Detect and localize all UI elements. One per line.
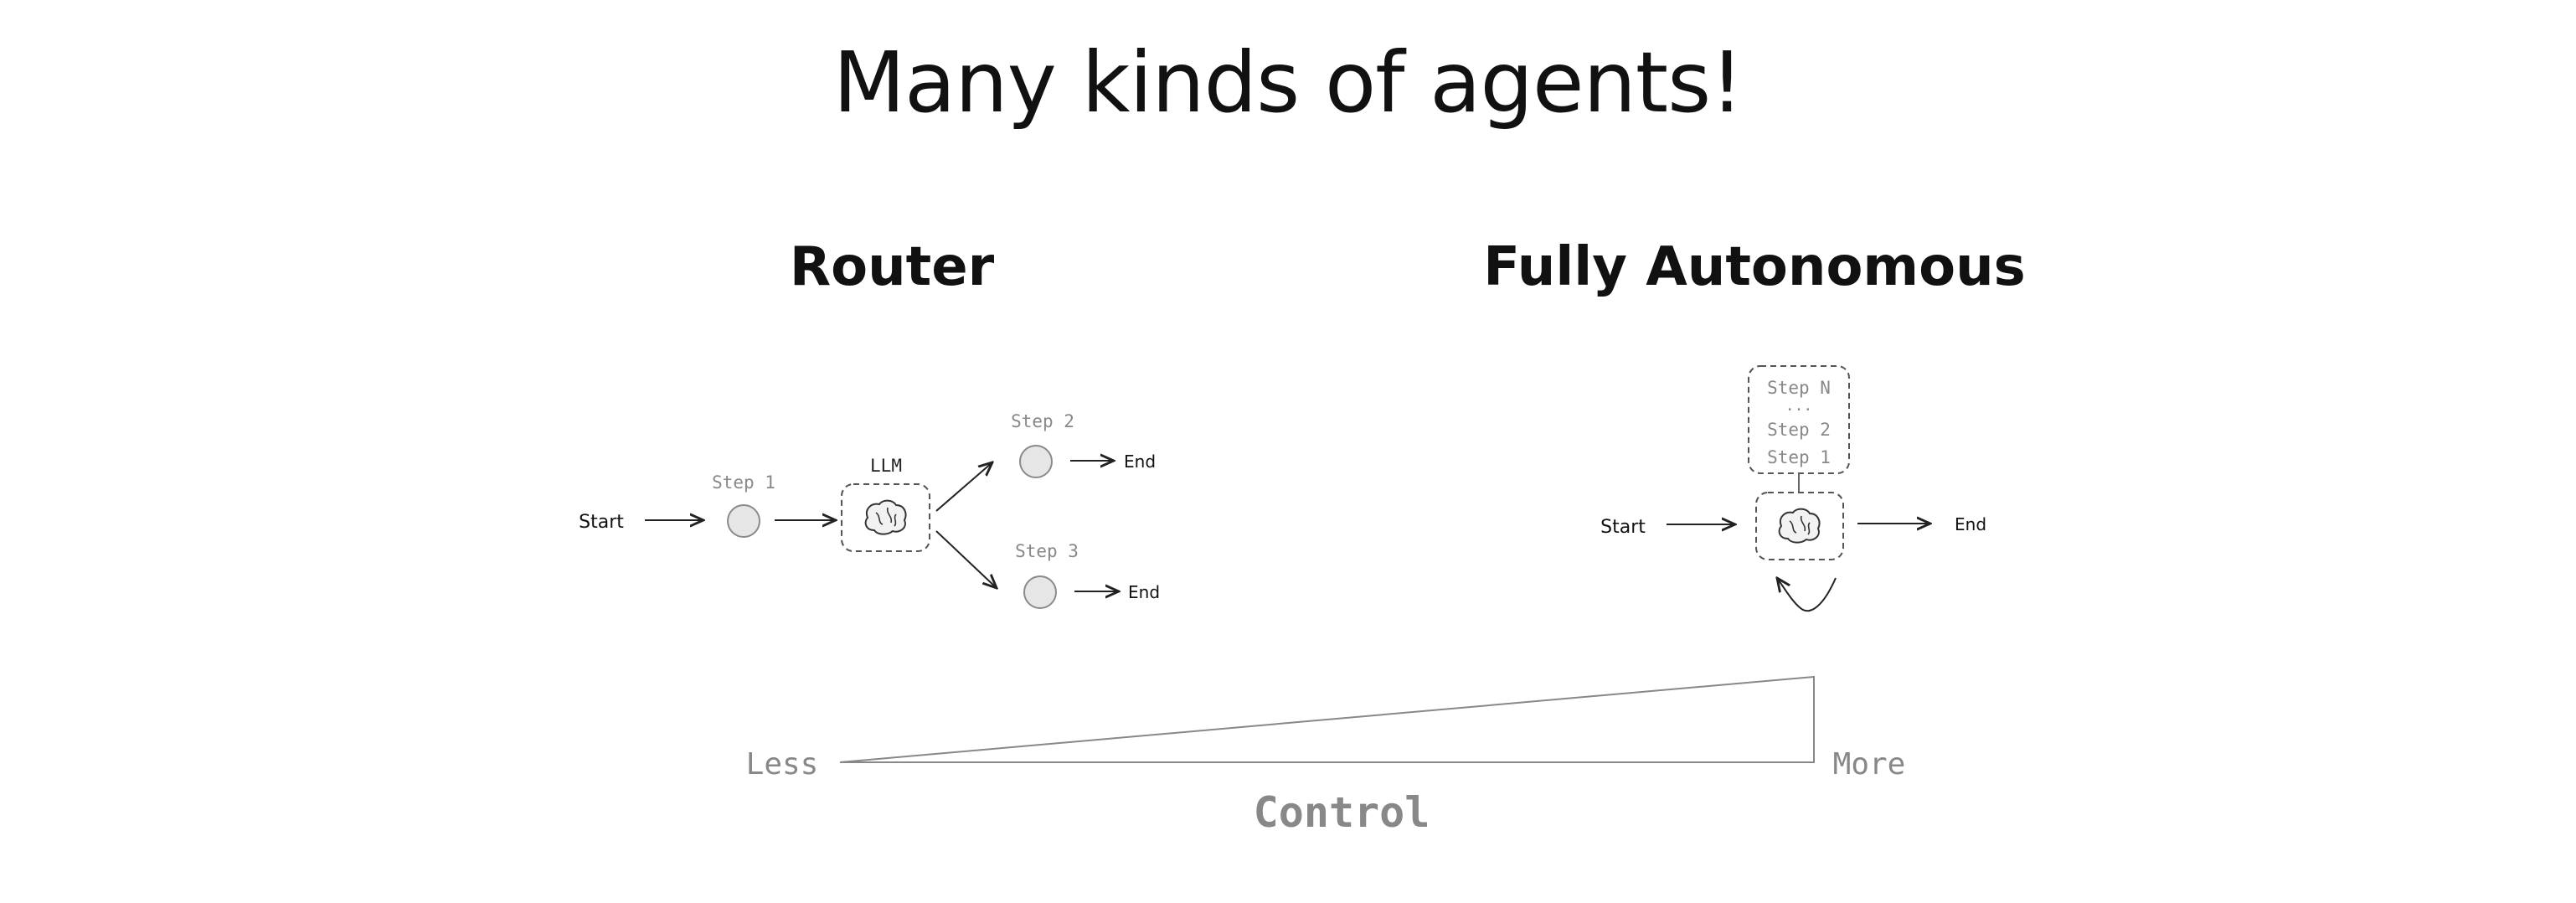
autonomous-stack-mid: Step 2 [1767,420,1831,440]
autonomous-end-label: End [1955,514,1986,534]
router-heading: Router [790,236,995,298]
autonomous-start-label: Start [1600,517,1646,538]
router-step2-label: Step 2 [1011,411,1074,431]
router-step3-label: Step 3 [1015,541,1079,561]
router-llm-label: LLM [870,456,902,476]
router-llm-box [841,483,930,552]
autonomous-brain-icon [1778,508,1821,544]
autonomous-llm-box [1755,492,1844,560]
router-lower-branch-arrow [935,530,997,588]
control-more-label: More [1833,747,1906,782]
autonomous-stack-top: Step N [1767,378,1831,398]
router-step2-node [1019,445,1053,478]
autonomous-heading: Fully Autonomous [1483,236,2025,298]
router-step3-node [1023,575,1057,609]
control-wedge [839,675,1815,763]
router-end-label-bottom: End [1128,582,1160,602]
router-step1-label: Step 1 [712,472,775,493]
control-axis-label: Control [1254,788,1430,837]
router-step1-node [727,504,760,538]
loop-arrow-icon [1777,578,1837,612]
router-end-label-top: End [1124,452,1156,472]
router-start-label: Start [579,512,624,533]
slide-title: Many kinds of agents! [832,34,1744,132]
autonomous-stack-bottom: Step 1 [1767,447,1831,467]
router-brain-icon [864,499,907,535]
autonomous-stack-ellipsis: ... [1785,397,1813,415]
router-upper-branch-arrow [935,462,992,512]
control-less-label: Less [746,747,819,782]
